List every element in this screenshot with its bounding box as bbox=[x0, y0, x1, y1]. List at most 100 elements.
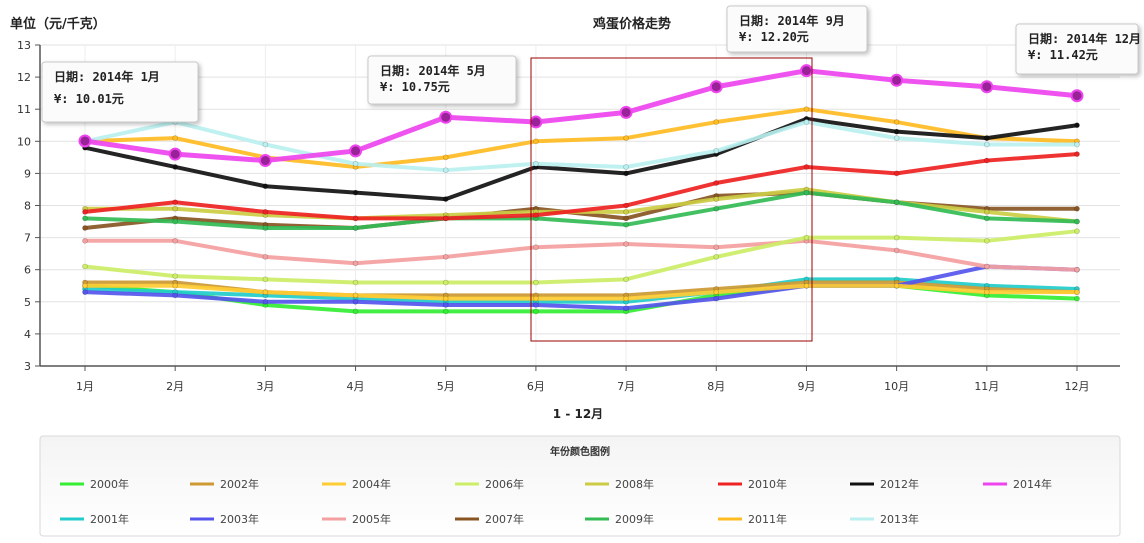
data-point[interactable] bbox=[533, 302, 539, 308]
legend-item[interactable]: 2012年 bbox=[850, 477, 919, 491]
legend-item[interactable]: 2013年 bbox=[850, 512, 919, 526]
data-point[interactable] bbox=[262, 209, 269, 215]
data-point[interactable] bbox=[803, 164, 810, 170]
data-point[interactable] bbox=[172, 238, 178, 244]
data-point[interactable] bbox=[352, 260, 359, 267]
legend-item[interactable]: 2014年 bbox=[983, 477, 1052, 491]
data-point[interactable] bbox=[980, 80, 994, 94]
data-point[interactable] bbox=[442, 295, 449, 302]
data-point[interactable] bbox=[623, 295, 629, 302]
data-point[interactable] bbox=[893, 170, 900, 177]
data-point[interactable] bbox=[1074, 266, 1080, 273]
data-point[interactable] bbox=[172, 273, 178, 279]
data-point[interactable] bbox=[623, 209, 629, 215]
data-point[interactable] bbox=[82, 215, 88, 222]
data-point[interactable] bbox=[984, 209, 990, 215]
data-point[interactable] bbox=[352, 160, 359, 167]
data-point[interactable] bbox=[349, 144, 363, 158]
legend-item[interactable]: 2001年 bbox=[60, 512, 129, 526]
legend-item[interactable]: 2003年 bbox=[190, 512, 259, 526]
data-point[interactable] bbox=[533, 212, 539, 218]
data-point[interactable] bbox=[262, 141, 269, 148]
data-point[interactable] bbox=[352, 279, 359, 286]
data-point[interactable] bbox=[82, 238, 88, 244]
data-point[interactable] bbox=[984, 289, 990, 295]
data-point[interactable] bbox=[803, 106, 810, 112]
data-point[interactable] bbox=[984, 263, 990, 270]
data-point[interactable] bbox=[529, 115, 543, 129]
legend-item[interactable]: 2008年 bbox=[585, 477, 654, 491]
data-point[interactable] bbox=[803, 234, 810, 241]
legend-item[interactable]: 2004年 bbox=[322, 477, 391, 491]
data-point[interactable] bbox=[623, 215, 629, 222]
legend-item[interactable]: 2009年 bbox=[585, 512, 654, 526]
data-point[interactable] bbox=[890, 73, 904, 87]
data-point[interactable] bbox=[533, 308, 539, 315]
data-point[interactable] bbox=[713, 289, 720, 295]
data-point[interactable] bbox=[442, 308, 449, 315]
data-point[interactable] bbox=[803, 189, 810, 196]
data-point[interactable] bbox=[984, 215, 990, 222]
data-point[interactable] bbox=[352, 225, 359, 231]
data-point[interactable] bbox=[1074, 141, 1080, 148]
legend-item[interactable]: 2000年 bbox=[60, 477, 129, 491]
legend-item[interactable]: 2006年 bbox=[455, 477, 524, 491]
data-point[interactable] bbox=[623, 305, 629, 312]
data-point[interactable] bbox=[172, 292, 178, 299]
data-point[interactable] bbox=[82, 282, 88, 289]
data-point[interactable] bbox=[262, 298, 269, 305]
data-point[interactable] bbox=[442, 254, 449, 260]
data-point[interactable] bbox=[893, 199, 900, 206]
data-point[interactable] bbox=[172, 199, 178, 206]
legend-item[interactable]: 2002年 bbox=[190, 477, 259, 491]
data-point[interactable] bbox=[893, 234, 900, 241]
data-point[interactable] bbox=[172, 205, 178, 212]
data-point[interactable] bbox=[262, 276, 269, 283]
data-point[interactable] bbox=[623, 135, 629, 141]
data-point[interactable] bbox=[984, 141, 990, 148]
data-point[interactable] bbox=[262, 254, 269, 260]
data-point[interactable] bbox=[713, 180, 720, 186]
data-point[interactable] bbox=[984, 238, 990, 244]
data-point[interactable] bbox=[713, 148, 720, 154]
data-point[interactable] bbox=[172, 282, 178, 289]
data-point[interactable] bbox=[442, 279, 449, 286]
data-point[interactable] bbox=[709, 80, 723, 94]
data-point[interactable] bbox=[533, 160, 539, 167]
data-point[interactable] bbox=[78, 134, 92, 148]
data-point[interactable] bbox=[168, 147, 182, 161]
data-point[interactable] bbox=[984, 157, 990, 164]
data-point[interactable] bbox=[984, 135, 990, 141]
data-point[interactable] bbox=[258, 154, 272, 168]
data-point[interactable] bbox=[352, 292, 359, 299]
data-point[interactable] bbox=[623, 221, 629, 228]
data-point[interactable] bbox=[713, 244, 720, 251]
legend-item[interactable]: 2005年 bbox=[322, 512, 391, 526]
data-point[interactable] bbox=[803, 282, 810, 289]
data-point[interactable] bbox=[1074, 151, 1080, 157]
data-point[interactable] bbox=[352, 215, 359, 222]
data-point[interactable] bbox=[262, 225, 269, 231]
data-point[interactable] bbox=[439, 110, 453, 124]
data-point[interactable] bbox=[1070, 89, 1084, 103]
data-point[interactable] bbox=[623, 202, 629, 209]
data-point[interactable] bbox=[623, 170, 629, 177]
legend-item[interactable]: 2007年 bbox=[455, 512, 524, 526]
data-point[interactable] bbox=[713, 119, 720, 125]
data-point[interactable] bbox=[82, 225, 88, 231]
legend-item[interactable]: 2010年 bbox=[718, 477, 787, 491]
data-point[interactable] bbox=[442, 215, 449, 222]
data-point[interactable] bbox=[893, 135, 900, 141]
data-point[interactable] bbox=[713, 254, 720, 260]
data-point[interactable] bbox=[799, 64, 813, 78]
data-point[interactable] bbox=[623, 164, 629, 170]
data-point[interactable] bbox=[1074, 228, 1080, 234]
data-point[interactable] bbox=[533, 244, 539, 251]
data-point[interactable] bbox=[352, 189, 359, 196]
data-point[interactable] bbox=[442, 302, 449, 308]
legend-item[interactable]: 2011年 bbox=[718, 512, 787, 526]
data-point[interactable] bbox=[1074, 122, 1080, 129]
data-point[interactable] bbox=[442, 167, 449, 173]
data-point[interactable] bbox=[619, 105, 633, 119]
data-point[interactable] bbox=[533, 279, 539, 286]
